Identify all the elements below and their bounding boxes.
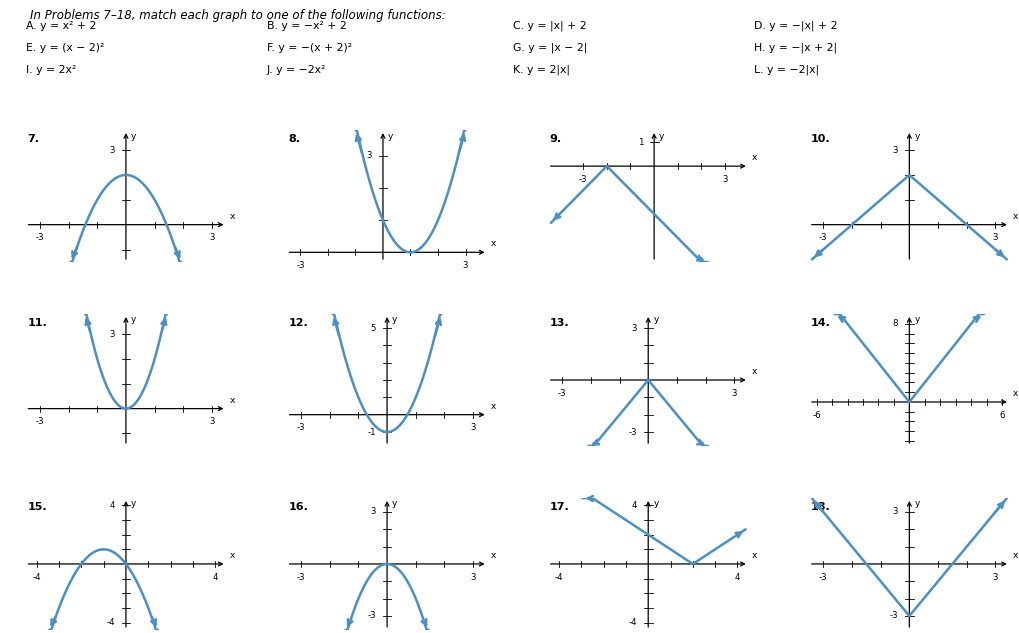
Text: 3: 3 <box>370 508 376 517</box>
Text: -3: -3 <box>296 261 305 270</box>
Text: 4: 4 <box>631 501 637 510</box>
Text: 7.: 7. <box>28 134 40 144</box>
Text: 4: 4 <box>109 501 115 510</box>
Text: H. y = −|x + 2|: H. y = −|x + 2| <box>753 43 837 53</box>
Text: -3: -3 <box>889 611 898 620</box>
Text: 3: 3 <box>109 146 115 154</box>
Text: 4: 4 <box>734 572 740 582</box>
Text: x: x <box>751 551 756 560</box>
Text: 18.: 18. <box>810 502 829 512</box>
Text: -3: -3 <box>297 572 305 582</box>
Text: 13.: 13. <box>549 318 569 328</box>
Text: F. y = −(x + 2)²: F. y = −(x + 2)² <box>266 43 352 53</box>
Text: y: y <box>658 132 663 141</box>
Text: 3: 3 <box>209 233 215 242</box>
Text: -4: -4 <box>33 572 41 582</box>
Text: K. y = 2|x|: K. y = 2|x| <box>513 65 570 75</box>
Text: G. y = |x − 2|: G. y = |x − 2| <box>513 43 587 53</box>
Text: y: y <box>130 132 137 141</box>
Text: x: x <box>490 239 495 248</box>
Text: x: x <box>1012 389 1017 398</box>
Text: 3: 3 <box>721 175 728 184</box>
Text: -1: -1 <box>367 427 376 437</box>
Text: L. y = −2|x|: L. y = −2|x| <box>753 65 818 75</box>
Text: 5: 5 <box>370 323 376 332</box>
Text: 3: 3 <box>892 146 898 154</box>
Text: -4: -4 <box>106 618 115 627</box>
Text: 3: 3 <box>731 389 737 398</box>
Text: x: x <box>490 551 495 560</box>
Text: 12.: 12. <box>288 318 308 328</box>
Text: 3: 3 <box>631 323 637 332</box>
Text: x: x <box>1012 211 1017 221</box>
Text: x: x <box>751 367 756 376</box>
Text: y: y <box>913 499 919 508</box>
Text: C. y = |x| + 2: C. y = |x| + 2 <box>513 21 586 32</box>
Text: J. y = −2x²: J. y = −2x² <box>266 65 326 75</box>
Text: 3: 3 <box>991 233 998 242</box>
Text: 8.: 8. <box>288 134 301 144</box>
Text: 3: 3 <box>470 423 476 432</box>
Text: -3: -3 <box>36 417 44 426</box>
Text: 14.: 14. <box>810 318 830 328</box>
Text: y: y <box>913 132 919 141</box>
Text: I. y = 2x²: I. y = 2x² <box>25 65 75 75</box>
Text: y: y <box>130 315 137 325</box>
Text: y: y <box>652 499 658 508</box>
Text: -3: -3 <box>818 233 826 242</box>
Text: y: y <box>391 315 397 325</box>
Text: 8: 8 <box>892 320 898 329</box>
Text: -3: -3 <box>36 233 44 242</box>
Text: -3: -3 <box>818 572 826 582</box>
Text: 4: 4 <box>212 572 218 582</box>
Text: D. y = −|x| + 2: D. y = −|x| + 2 <box>753 21 837 32</box>
Text: 3: 3 <box>991 572 998 582</box>
Text: 3: 3 <box>892 508 898 517</box>
Text: -3: -3 <box>579 175 587 184</box>
Text: -6: -6 <box>811 411 820 420</box>
Text: x: x <box>229 551 234 560</box>
Text: -4: -4 <box>554 572 562 582</box>
Text: 10.: 10. <box>810 134 829 144</box>
Text: E. y = (x − 2)²: E. y = (x − 2)² <box>25 43 104 53</box>
Text: 15.: 15. <box>28 502 47 512</box>
Text: 11.: 11. <box>28 318 47 328</box>
Text: y: y <box>913 315 919 325</box>
Text: 3: 3 <box>366 151 372 160</box>
Text: 3: 3 <box>209 417 215 426</box>
Text: y: y <box>130 499 137 508</box>
Text: x: x <box>490 402 495 411</box>
Text: -3: -3 <box>628 427 637 437</box>
Text: y: y <box>652 315 658 325</box>
Text: 3: 3 <box>470 572 476 582</box>
Text: B. y = −x² + 2: B. y = −x² + 2 <box>266 22 346 32</box>
Text: x: x <box>229 396 234 404</box>
Text: x: x <box>229 211 234 221</box>
Text: x: x <box>751 153 756 162</box>
Text: 3: 3 <box>463 261 468 270</box>
Text: -4: -4 <box>628 618 637 627</box>
Text: In Problems 7–18, match each graph to one of the following functions:: In Problems 7–18, match each graph to on… <box>31 9 445 23</box>
Text: 16.: 16. <box>288 502 308 512</box>
Text: -3: -3 <box>297 423 305 432</box>
Text: -3: -3 <box>557 389 566 398</box>
Text: x: x <box>1012 551 1017 560</box>
Text: 3: 3 <box>109 330 115 339</box>
Text: y: y <box>391 499 397 508</box>
Text: y: y <box>387 132 393 141</box>
Text: 6: 6 <box>999 411 1004 420</box>
Text: 9.: 9. <box>549 134 561 144</box>
Text: 1: 1 <box>637 137 642 147</box>
Text: 17.: 17. <box>549 502 569 512</box>
Text: A. y = x² + 2: A. y = x² + 2 <box>25 22 96 32</box>
Text: -3: -3 <box>367 611 376 620</box>
